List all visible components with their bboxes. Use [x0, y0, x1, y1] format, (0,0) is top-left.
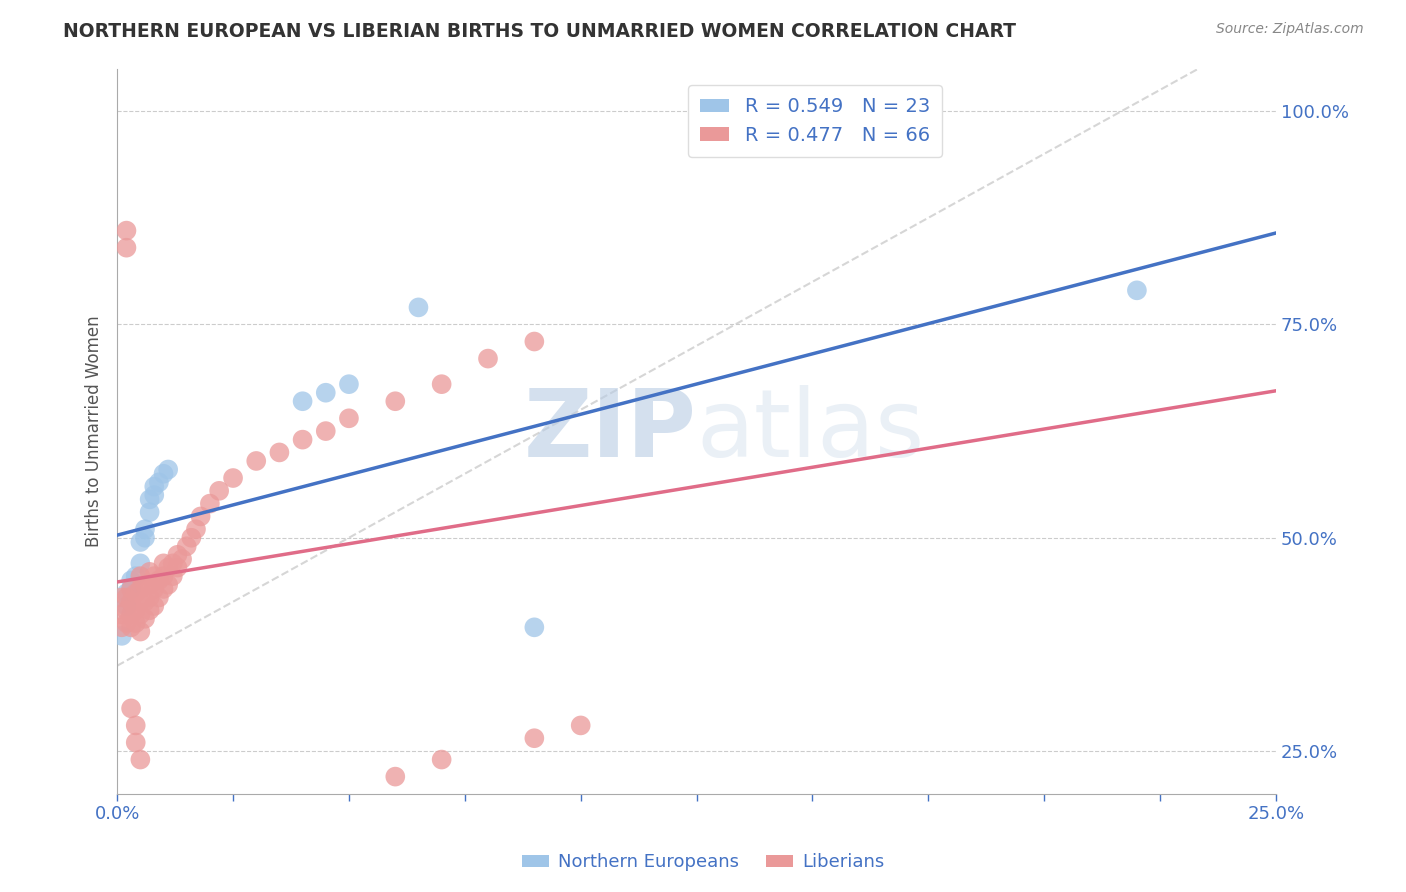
- Point: [134, 612, 156, 626]
- Point: [138, 603, 160, 617]
- Point: [222, 471, 245, 485]
- Point: [1126, 283, 1149, 297]
- Point: [111, 629, 134, 643]
- Point: [384, 394, 406, 409]
- Point: [190, 509, 212, 524]
- Point: [152, 467, 174, 481]
- Point: [129, 535, 152, 549]
- Point: [120, 595, 142, 609]
- Point: [138, 591, 160, 605]
- Point: [115, 599, 138, 613]
- Legend: Northern Europeans, Liberians: Northern Europeans, Liberians: [515, 847, 891, 879]
- Point: [162, 569, 184, 583]
- Point: [120, 701, 142, 715]
- Point: [125, 735, 148, 749]
- Point: [166, 548, 188, 562]
- Point: [120, 582, 142, 596]
- Point: [115, 586, 138, 600]
- Point: [291, 433, 314, 447]
- Point: [148, 574, 170, 588]
- Point: [208, 483, 231, 498]
- Point: [430, 753, 453, 767]
- Point: [129, 607, 152, 622]
- Point: [134, 522, 156, 536]
- Point: [143, 569, 166, 583]
- Point: [162, 557, 184, 571]
- Point: [129, 595, 152, 609]
- Point: [523, 334, 546, 349]
- Point: [315, 424, 337, 438]
- Point: [157, 462, 180, 476]
- Point: [120, 582, 142, 596]
- Point: [125, 603, 148, 617]
- Point: [184, 522, 207, 536]
- Point: [430, 377, 453, 392]
- Point: [337, 377, 360, 392]
- Text: atlas: atlas: [696, 385, 925, 477]
- Point: [120, 607, 142, 622]
- Point: [115, 224, 138, 238]
- Point: [129, 624, 152, 639]
- Point: [148, 475, 170, 490]
- Point: [315, 385, 337, 400]
- Point: [198, 497, 221, 511]
- Point: [134, 531, 156, 545]
- Point: [157, 577, 180, 591]
- Point: [129, 557, 152, 571]
- Point: [120, 574, 142, 588]
- Point: [115, 615, 138, 630]
- Point: [125, 615, 148, 630]
- Point: [143, 479, 166, 493]
- Point: [125, 569, 148, 583]
- Point: [172, 552, 194, 566]
- Text: Source: ZipAtlas.com: Source: ZipAtlas.com: [1216, 22, 1364, 37]
- Point: [115, 591, 138, 605]
- Point: [125, 586, 148, 600]
- Point: [269, 445, 291, 459]
- Point: [148, 591, 170, 605]
- Point: [115, 241, 138, 255]
- Legend: R = 0.549   N = 23, R = 0.477   N = 66: R = 0.549 N = 23, R = 0.477 N = 66: [689, 86, 942, 157]
- Point: [569, 718, 592, 732]
- Point: [125, 718, 148, 732]
- Text: ZIP: ZIP: [523, 385, 696, 477]
- Point: [157, 560, 180, 574]
- Point: [143, 582, 166, 596]
- Point: [120, 620, 142, 634]
- Point: [384, 770, 406, 784]
- Point: [115, 603, 138, 617]
- Point: [111, 620, 134, 634]
- Point: [176, 539, 198, 553]
- Point: [166, 560, 188, 574]
- Point: [477, 351, 499, 366]
- Point: [134, 595, 156, 609]
- Point: [134, 577, 156, 591]
- Point: [523, 731, 546, 746]
- Point: [152, 557, 174, 571]
- Point: [408, 301, 430, 315]
- Point: [180, 531, 202, 545]
- Point: [245, 454, 267, 468]
- Point: [152, 582, 174, 596]
- Text: NORTHERN EUROPEAN VS LIBERIAN BIRTHS TO UNMARRIED WOMEN CORRELATION CHART: NORTHERN EUROPEAN VS LIBERIAN BIRTHS TO …: [63, 22, 1017, 41]
- Point: [138, 492, 160, 507]
- Point: [152, 569, 174, 583]
- Point: [143, 488, 166, 502]
- Point: [138, 505, 160, 519]
- Point: [138, 565, 160, 579]
- Point: [111, 591, 134, 605]
- Point: [129, 569, 152, 583]
- Point: [291, 394, 314, 409]
- Point: [138, 577, 160, 591]
- Y-axis label: Births to Unmarried Women: Births to Unmarried Women: [86, 315, 103, 547]
- Point: [129, 582, 152, 596]
- Point: [129, 753, 152, 767]
- Point: [337, 411, 360, 425]
- Point: [143, 599, 166, 613]
- Point: [111, 607, 134, 622]
- Point: [523, 620, 546, 634]
